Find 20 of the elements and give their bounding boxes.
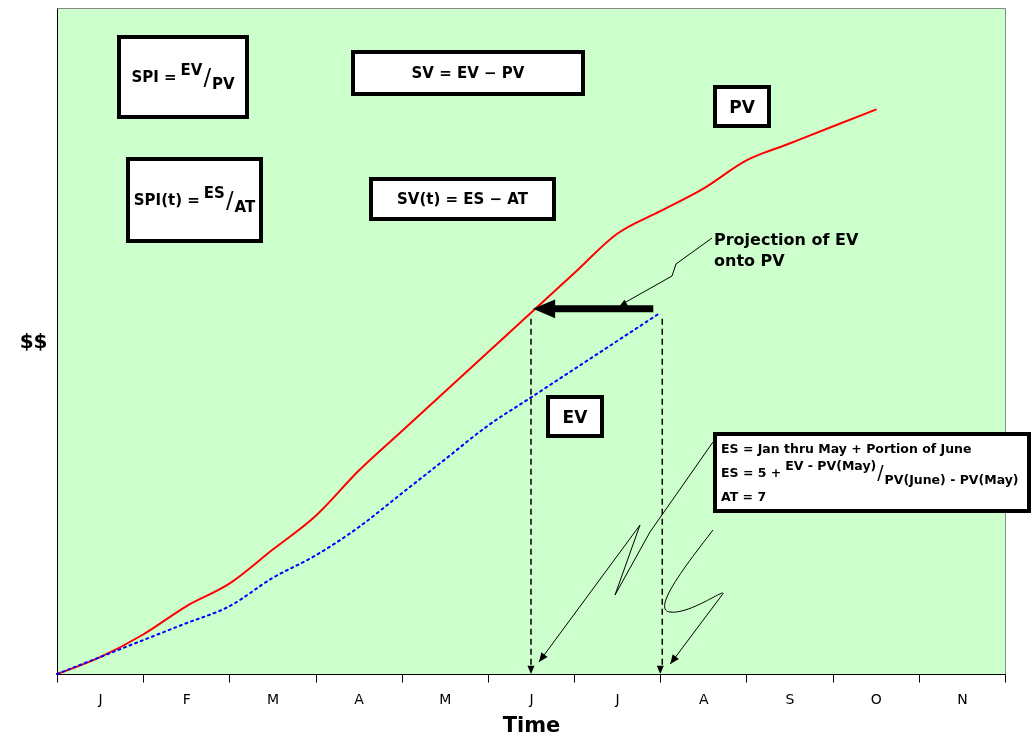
x-axis-title: Time — [502, 712, 561, 737]
x-tick-label: S — [785, 690, 795, 707]
x-tick-label: M — [439, 690, 452, 707]
x-tick-label: J — [528, 690, 534, 707]
x-tick-label: M — [266, 690, 279, 707]
x-tick-label: O — [870, 690, 882, 707]
x-tick-label: A — [699, 690, 710, 707]
x-tick-label: J — [614, 690, 620, 707]
x-tick-label: F — [182, 690, 191, 707]
label-box: EV — [546, 395, 604, 438]
x-tick-label: A — [354, 690, 365, 707]
annotation: AT = 7 — [721, 488, 768, 506]
label-box: PV — [713, 85, 771, 128]
annotation: Projection of EV onto PV — [714, 230, 860, 272]
annotation: ES = Jan thru May + Portion of June — [721, 440, 973, 458]
x-tick-label: J — [97, 690, 103, 707]
formula-box: SV(t) = ES − AT — [369, 177, 556, 221]
x-tick-label: N — [957, 690, 968, 707]
y-axis-title: $$ — [19, 328, 48, 353]
formula-box: SV = EV − PV — [351, 50, 585, 96]
